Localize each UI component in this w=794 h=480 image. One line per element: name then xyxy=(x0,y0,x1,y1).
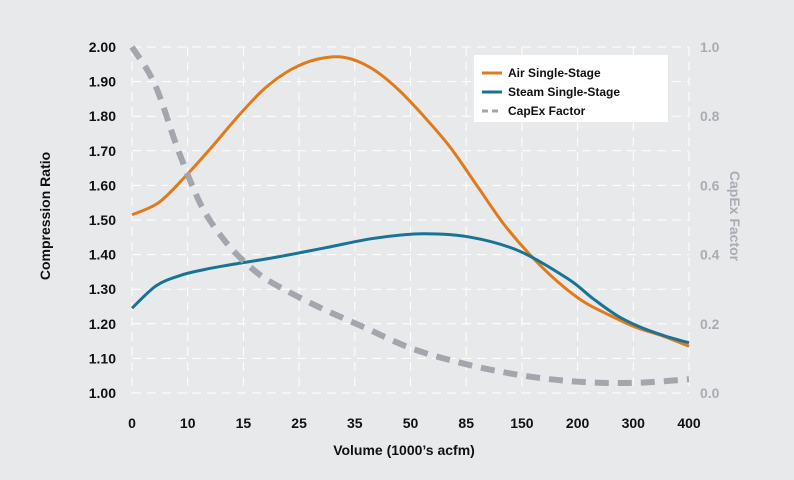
y-axis-ticks: 1.00 1.10 1.20 1.30 1.40 1.50 1.60 1.70 1.80 1.90… xyxy=(89,39,116,401)
legend: Air Single-Stage Steam Single-Stage CapE… xyxy=(474,55,668,122)
x-axis-ticks: 0 10 15 25 35 50 85 150 200 300 400 xyxy=(128,415,701,431)
y-tick-label: 1.90 xyxy=(89,74,116,90)
series-lines xyxy=(129,45,690,387)
y2-tick-label: 1.0 xyxy=(700,39,720,55)
y-tick-label: 1.00 xyxy=(89,385,116,401)
y2-axis-title: CapEx Factor xyxy=(727,171,743,262)
y-tick-label: 1.30 xyxy=(89,281,116,297)
legend-label-air: Air Single-Stage xyxy=(508,66,601,80)
y-tick-label: 1.70 xyxy=(89,143,116,159)
x-tick-label: 150 xyxy=(510,415,534,431)
y-tick-label: 1.40 xyxy=(89,247,116,263)
y2-axis-ticks: 0.0 0.2 0.4 0.6 0.8 1.0 xyxy=(700,39,720,401)
legend-box xyxy=(474,55,668,122)
x-tick-label: 300 xyxy=(622,415,646,431)
legend-label-steam: Steam Single-Stage xyxy=(508,85,620,99)
y-tick-label: 1.50 xyxy=(89,212,116,228)
series-line-steam-single-stage xyxy=(130,232,690,345)
series-line-air-single-stage xyxy=(131,55,690,348)
x-axis-title: Volume (1000’s acfm) xyxy=(333,442,475,458)
y-tick-label: 1.20 xyxy=(89,316,116,332)
x-tick-label: 200 xyxy=(566,415,590,431)
y-axis-title: Compression Ratio xyxy=(37,152,53,280)
y2-tick-label: 0.6 xyxy=(700,177,720,193)
y2-tick-label: 0.4 xyxy=(700,247,720,263)
x-tick-label: 400 xyxy=(677,415,701,431)
y-tick-label: 1.10 xyxy=(89,350,116,366)
x-tick-label: 10 xyxy=(180,415,196,431)
x-tick-label: 0 xyxy=(128,415,136,431)
x-tick-label: 25 xyxy=(291,415,307,431)
compression-ratio-chart: 1.001.101.201.301.401.501.601.701.801.90… xyxy=(37,39,743,458)
x-tick-label: 50 xyxy=(403,415,419,431)
y-tick-label: 2.00 xyxy=(89,39,116,55)
series-line-capex-factor xyxy=(129,45,690,387)
x-tick-label: 35 xyxy=(347,415,363,431)
y-tick-label: 1.80 xyxy=(89,108,116,124)
y2-tick-label: 0.8 xyxy=(700,108,720,124)
y2-tick-label: 0.0 xyxy=(700,385,720,401)
y2-tick-label: 0.2 xyxy=(700,316,720,332)
legend-label-capex: CapEx Factor xyxy=(508,104,586,118)
x-tick-label: 85 xyxy=(458,415,474,431)
chart-panel: 1.00 1.10 1.20 1.30 1.40 1.50 1.60 1.70 1.80 1.90… xyxy=(16,20,778,462)
y-tick-label: 1.60 xyxy=(89,177,116,193)
x-tick-label: 15 xyxy=(236,415,252,431)
